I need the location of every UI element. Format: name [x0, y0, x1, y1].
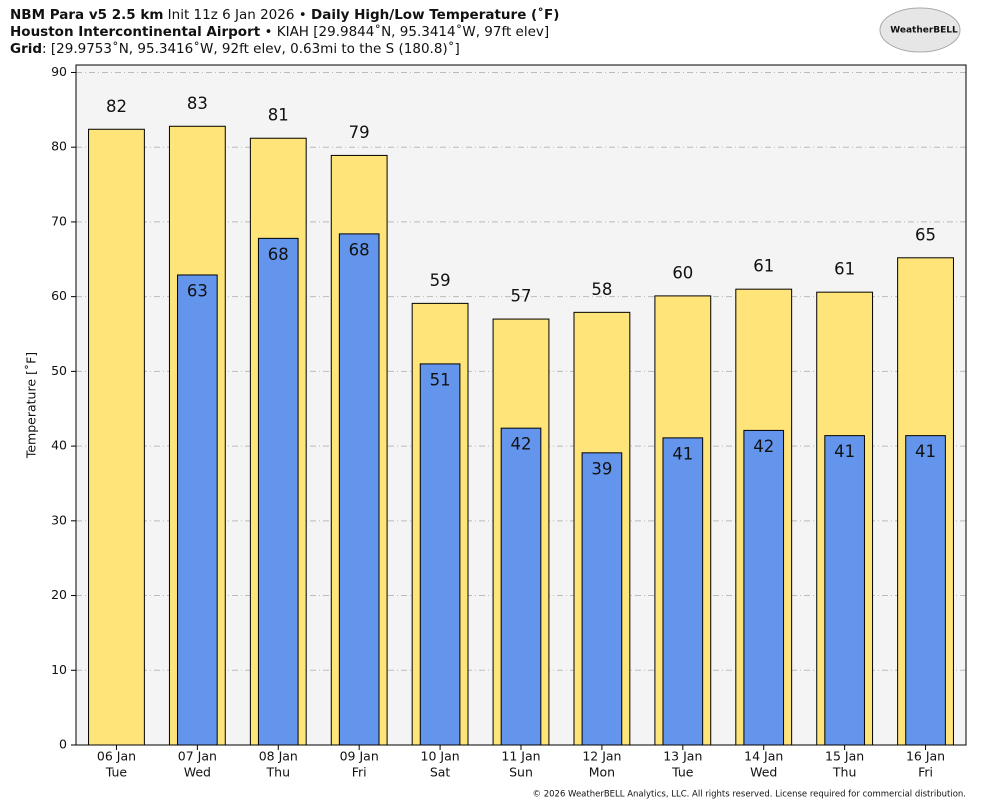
footer: © 2026 WeatherBELL Analytics, LLC. All r…: [533, 790, 966, 800]
x-tick-weekday: Fri: [918, 765, 933, 780]
header-text: Daily High/Low Temperature (˚F): [311, 6, 559, 23]
value-label: 41: [672, 444, 693, 463]
x-tick-label: 15 Jan: [825, 749, 864, 764]
y-tick-label: 0: [59, 737, 67, 752]
low-bar: [743, 429, 785, 746]
x-tick-weekday: Thu: [266, 765, 290, 780]
low-bar: [257, 237, 299, 746]
x-tick-weekday: Sat: [430, 765, 451, 780]
x-tick-weekday: Wed: [750, 765, 777, 780]
x-tick-label: 14 Jan: [744, 749, 783, 764]
header-text: : [29.9753˚N, 95.3416˚W, 92ft elev, 0.63…: [42, 40, 460, 57]
value-label: 41: [915, 442, 936, 461]
y-tick-label: 80: [51, 139, 67, 154]
value-label: 39: [591, 459, 612, 478]
value-label: 61: [834, 260, 855, 279]
value-label: 59: [430, 271, 451, 290]
y-tick-label: 70: [51, 213, 67, 228]
x-tick-label: 11 Jan: [501, 749, 540, 764]
x-tick-weekday: Wed: [184, 765, 211, 780]
low-bar: [500, 427, 542, 746]
y-tick-label: 90: [51, 64, 67, 79]
y-tick-label: 20: [51, 587, 67, 602]
logo: WeatherBELL: [879, 7, 961, 53]
x-tick-weekday: Mon: [589, 765, 615, 780]
y-tick-label: 60: [51, 288, 67, 303]
x-tick-label: 10 Jan: [421, 749, 460, 764]
x-tick-label: 09 Jan: [340, 749, 379, 764]
header-text: Houston Intercontinental Airport: [10, 24, 261, 40]
value-label: 42: [753, 437, 774, 456]
x-tick-label: 16 Jan: [906, 749, 945, 764]
header-text: Grid: [10, 41, 42, 57]
value-label: 61: [753, 257, 774, 276]
value-label: 58: [591, 280, 612, 299]
x-tick-weekday: Thu: [832, 765, 856, 780]
low-bar: [662, 437, 704, 746]
y-axis-label: Temperature [˚F]: [24, 352, 39, 459]
value-label: 57: [511, 287, 532, 306]
low-bar: [581, 452, 623, 746]
value-label: 83: [187, 94, 208, 113]
y-tick-label: 40: [51, 438, 67, 453]
x-tick-label: 07 Jan: [178, 749, 217, 764]
value-label: 51: [430, 370, 451, 389]
x-tick-label: 08 Jan: [259, 749, 298, 764]
value-label: 82: [106, 97, 127, 116]
y-tick-label: 30: [51, 512, 67, 527]
low-bar: [338, 233, 380, 746]
value-label: 42: [511, 435, 532, 454]
value-label: 65: [915, 225, 936, 244]
plot-frame: [75, 64, 967, 746]
low-bar: [419, 363, 461, 746]
low-bar: [905, 435, 946, 746]
logo-badge: [879, 7, 961, 53]
x-tick-label: 12 Jan: [582, 749, 621, 764]
header-text: Init 11z 6 Jan 2026 •: [163, 7, 311, 23]
header-text: • KIAH [29.9844˚N, 95.3414˚W, 97ft elev]: [260, 23, 549, 40]
y-tick-label: 50: [51, 363, 67, 378]
value-label: 41: [834, 442, 855, 461]
low-bar: [824, 435, 865, 746]
x-tick-weekday: Sun: [509, 765, 533, 780]
y-tick-label: 10: [51, 662, 67, 677]
header-line: Grid: [29.9753˚N, 95.3416˚W, 92ft elev, …: [10, 40, 460, 57]
x-tick-weekday: Fri: [352, 765, 367, 780]
x-tick-label: 13 Jan: [663, 749, 702, 764]
header-text: NBM Para v5 2.5 km: [10, 7, 163, 23]
header-line: NBM Para v5 2.5 km Init 11z 6 Jan 2026 •…: [10, 6, 559, 23]
value-label: 63: [187, 281, 208, 300]
value-label: 60: [672, 263, 693, 282]
value-label: 68: [349, 240, 370, 259]
logo-text: WeatherBELL: [890, 26, 958, 36]
x-tick-weekday: Tue: [671, 765, 694, 780]
x-tick-weekday: Tue: [105, 765, 128, 780]
value-label: 68: [268, 245, 289, 264]
x-tick-label: 06 Jan: [97, 749, 136, 764]
value-label: 79: [349, 123, 370, 142]
low-bar: [177, 274, 218, 746]
value-label: 81: [268, 106, 289, 125]
header-line: Houston Intercontinental Airport • KIAH …: [10, 23, 549, 40]
high-bar: [88, 128, 145, 746]
